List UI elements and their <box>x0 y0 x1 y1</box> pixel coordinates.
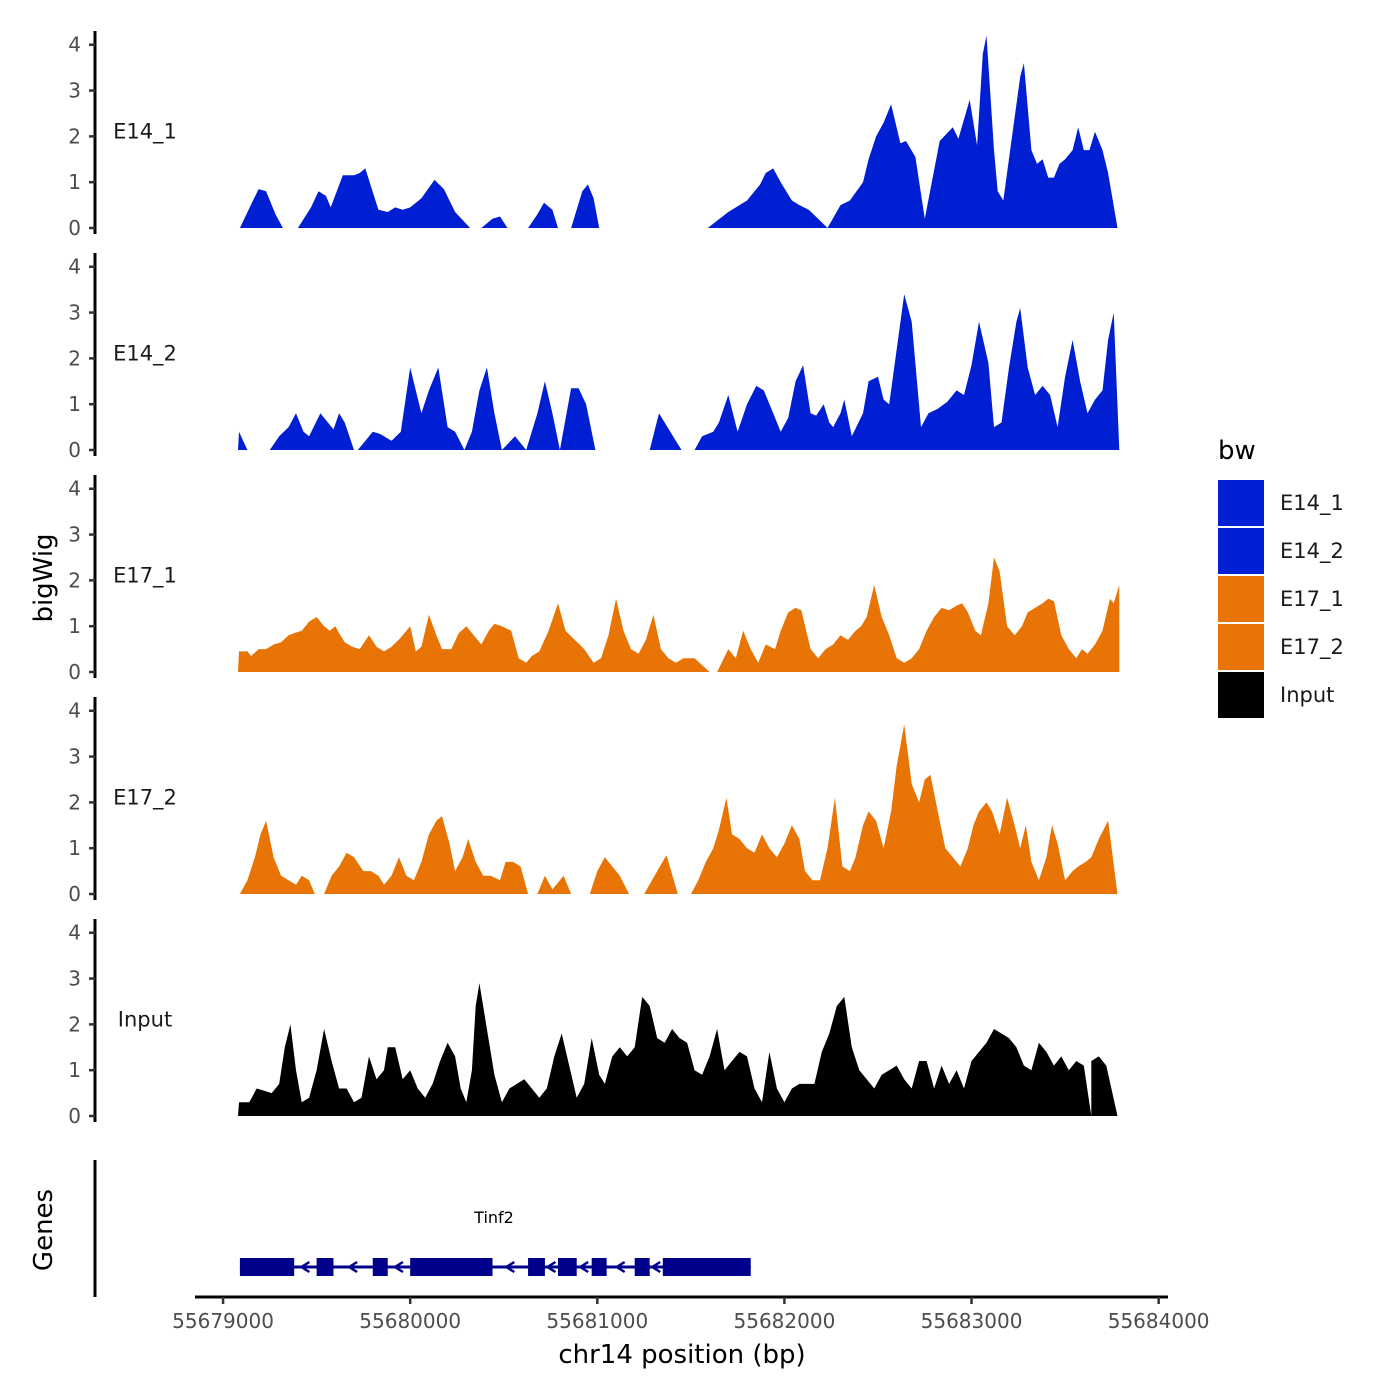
series-area-E14_1 <box>707 35 1118 228</box>
legend-label: E14_2 <box>1280 539 1344 564</box>
y-tick-label: 2 <box>68 568 81 592</box>
gene-exon <box>239 1258 295 1276</box>
legend-swatch <box>1218 624 1264 670</box>
y-tick-label: 4 <box>68 255 81 279</box>
x-tick-label: 55680000 <box>359 1309 461 1333</box>
strand-arrow <box>299 1260 311 1274</box>
series-area-Input <box>238 983 1118 1116</box>
legend-swatch <box>1218 672 1264 718</box>
y-tick-label: 3 <box>68 79 81 103</box>
track-E17_2: 0 1 2 3 4 E17_2 <box>68 697 1118 906</box>
y-tick-label: 4 <box>68 33 81 57</box>
series-area-E14_2 <box>269 413 354 450</box>
strand-arrow <box>649 1260 661 1274</box>
series-area-E17_2 <box>324 816 529 894</box>
track-label: E17_2 <box>113 786 177 811</box>
legend-label: Input <box>1280 683 1334 707</box>
y-tick-label: 3 <box>68 967 81 991</box>
y-tick-label: 0 <box>68 216 81 240</box>
y-tick-label: 1 <box>68 392 81 416</box>
gene-exon <box>316 1258 334 1276</box>
series-area-E14_1 <box>481 216 508 228</box>
series-area-E14_1 <box>571 184 600 228</box>
series-area-E17_2 <box>690 724 1118 894</box>
y-tick-label: 3 <box>68 301 81 325</box>
series-area-E14_2 <box>649 413 682 450</box>
series-area-E14_1 <box>239 189 283 228</box>
series-area-E17_2 <box>589 857 630 894</box>
y-tick-label: 0 <box>68 1104 81 1128</box>
y-axis-title: bigWig <box>29 533 59 622</box>
gene-exon <box>372 1258 388 1276</box>
track-E17_1: 0 1 2 3 4 E17_1 <box>68 475 1120 684</box>
strand-arrow <box>577 1260 589 1274</box>
track-label: E14_2 <box>113 342 177 367</box>
genes-panel: Tinf2 <box>93 1160 751 1297</box>
series-area-E17_1 <box>238 598 710 672</box>
strand-arrow <box>346 1260 358 1274</box>
x-axis: 55679000 55680000 55681000 55682000 55683000… <box>172 1295 1210 1333</box>
x-tick-label: 55683000 <box>921 1309 1023 1333</box>
track-label: Input <box>118 1008 172 1032</box>
gene-exon <box>558 1258 577 1276</box>
y-tick-label: 1 <box>68 614 81 638</box>
legend-label: E14_1 <box>1280 491 1344 516</box>
y-tick-label: 4 <box>68 477 81 501</box>
y-tick-label: 4 <box>68 699 81 723</box>
strand-arrow <box>392 1260 404 1274</box>
gene-exon <box>528 1258 545 1276</box>
series-area-E17_1 <box>717 557 1120 672</box>
strand-arrow <box>503 1260 515 1274</box>
y-tick-label: 2 <box>68 346 81 370</box>
track-label: E17_1 <box>113 564 177 589</box>
y-tick-label: 4 <box>68 921 81 945</box>
gene-exon <box>662 1258 751 1276</box>
x-tick-label: 55682000 <box>734 1309 836 1333</box>
legend-swatch <box>1218 480 1264 526</box>
legend-label: E17_1 <box>1280 587 1344 612</box>
x-tick-label: 55684000 <box>1108 1309 1210 1333</box>
y-tick-label: 2 <box>68 124 81 148</box>
track-E14_1: 0 1 2 3 4 E14_1 <box>68 31 1118 240</box>
legend-swatch <box>1218 528 1264 574</box>
genes-axis-title: Genes <box>29 1189 59 1271</box>
track-Input: 0 1 2 3 4 Input <box>68 919 1118 1128</box>
strand-arrow <box>545 1260 557 1274</box>
gene-exon <box>634 1258 650 1276</box>
gene-name-label: Tinf2 <box>473 1208 514 1227</box>
legend-swatch <box>1218 576 1264 622</box>
series-area-E14_2 <box>238 431 248 450</box>
series-area-E14_1 <box>297 168 471 228</box>
series-area-E17_2 <box>239 820 315 894</box>
series-area-E17_2 <box>537 875 572 894</box>
track-label: E14_1 <box>113 120 177 145</box>
series-area-E14_1 <box>528 202 558 228</box>
x-axis-title: chr14 position (bp) <box>558 1340 805 1370</box>
gene-exon <box>591 1258 607 1276</box>
y-tick-label: 3 <box>68 745 81 769</box>
y-tick-label: 0 <box>68 660 81 684</box>
track-E14_2: 0 1 2 3 4 E14_2 <box>68 253 1120 462</box>
y-tick-label: 0 <box>68 882 81 906</box>
series-area-E14_2 <box>357 367 596 450</box>
x-tick-label: 55681000 <box>546 1309 648 1333</box>
y-tick-label: 2 <box>68 790 81 814</box>
x-tick-label: 55679000 <box>172 1309 274 1333</box>
series-area-E17_2 <box>644 855 678 894</box>
legend-title: bw <box>1218 436 1256 466</box>
y-tick-label: 1 <box>68 1058 81 1082</box>
bigwig-tracks: 0 1 2 3 4 E14_1 0 1 2 3 4 E14_2 0 1 2 3 4 E17_1 0 1 2 3 4 E17_2… <box>68 31 1120 1128</box>
legend-label: E17_2 <box>1280 635 1344 660</box>
y-tick-label: 2 <box>68 1012 81 1036</box>
gene-exon <box>410 1258 493 1276</box>
y-tick-label: 1 <box>68 170 81 194</box>
y-tick-label: 1 <box>68 836 81 860</box>
y-tick-label: 3 <box>68 523 81 547</box>
series-area-E14_2 <box>694 294 1120 450</box>
legend: bw E14_1 E14_2 E17_1 E17_2 Input <box>1218 436 1344 718</box>
y-tick-label: 0 <box>68 438 81 462</box>
strand-arrow <box>614 1260 626 1274</box>
